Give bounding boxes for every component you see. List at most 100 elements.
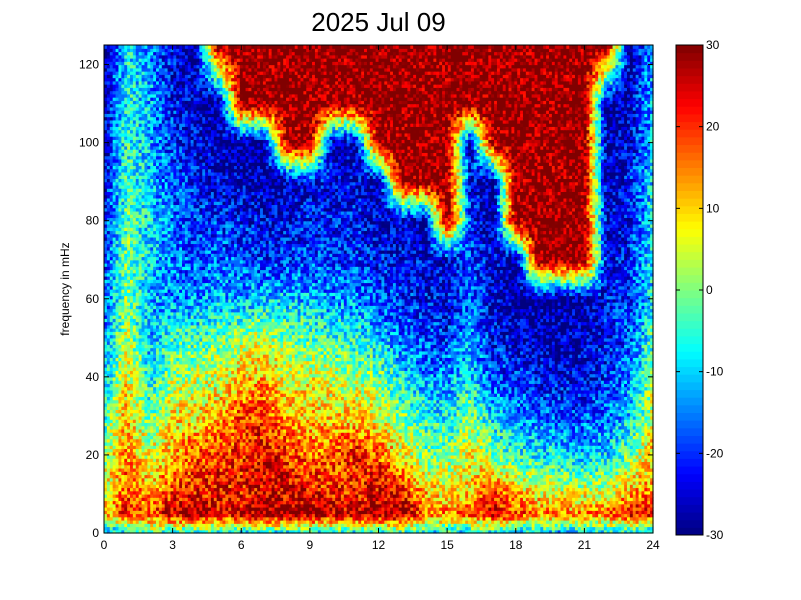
heatmap-cell: [525, 529, 530, 534]
heatmap-cell: [338, 490, 342, 495]
heatmap-cell: [390, 503, 394, 508]
heatmap-cell: [338, 487, 342, 492]
heatmap-cell: [638, 519, 643, 524]
heatmap-cell: [644, 516, 648, 521]
heatmap-cell: [462, 500, 466, 505]
heatmap-cell: [314, 487, 319, 492]
heatmap-cell: [176, 490, 180, 495]
heatmap-cell: [626, 503, 631, 508]
heatmap-cell: [621, 487, 625, 492]
heatmap-cell: [314, 519, 319, 524]
heatmap-cell: [479, 523, 484, 528]
heatmap-cell: [398, 513, 403, 518]
heatmap-cell: [499, 484, 504, 489]
heatmap-cell: [557, 487, 562, 492]
heatmap-cell: [193, 513, 198, 518]
heatmap-cell: [537, 523, 541, 528]
heatmap-cell: [439, 487, 443, 492]
heatmap-cell: [320, 497, 325, 502]
heatmap-cell: [248, 526, 252, 531]
heatmap-cell: [583, 493, 588, 498]
heatmap-cell: [444, 516, 449, 521]
heatmap-cell: [444, 490, 449, 495]
heatmap-cell: [629, 493, 634, 498]
heatmap-cell: [196, 493, 200, 498]
heatmap-cell: [398, 484, 403, 489]
heatmap-cell: [294, 529, 299, 534]
heatmap-cell: [603, 523, 608, 528]
heatmap-cell: [248, 513, 252, 518]
heatmap-cell: [600, 523, 605, 528]
heatmap-cell: [390, 500, 394, 505]
heatmap-cell: [416, 529, 420, 534]
heatmap-cell: [196, 519, 200, 524]
heatmap-cell: [130, 513, 134, 518]
heatmap-cell: [537, 510, 541, 515]
heatmap-cell: [245, 497, 250, 502]
heatmap-cell: [164, 519, 169, 524]
heatmap-cell: [560, 490, 565, 495]
heatmap-cell: [560, 519, 565, 524]
heatmap-cell: [387, 510, 391, 515]
heatmap-cell: [488, 526, 492, 531]
heatmap-cell: [193, 493, 198, 498]
heatmap-cell: [355, 523, 359, 528]
heatmap-cell: [228, 493, 232, 498]
heatmap-cell: [112, 497, 117, 502]
heatmap-cell: [494, 513, 498, 518]
heatmap-cell: [424, 487, 429, 492]
heatmap-cell: [479, 529, 484, 534]
heatmap-cell: [600, 529, 605, 534]
heatmap-cell: [618, 516, 622, 521]
heatmap-cell: [268, 500, 273, 505]
heatmap-cell: [436, 500, 440, 505]
heatmap-cell: [511, 506, 515, 511]
heatmap-cell: [600, 484, 605, 489]
heatmap-cell: [190, 497, 195, 502]
heatmap-cell: [170, 497, 174, 502]
heatmap-cell: [205, 516, 209, 521]
heatmap-cell: [465, 493, 469, 498]
heatmap-cell: [534, 516, 539, 521]
heatmap-cell: [106, 497, 111, 502]
heatmap-cell: [343, 516, 348, 521]
heatmap-cell: [468, 500, 472, 505]
heatmap-cell: [326, 529, 330, 534]
heatmap-cell: [424, 510, 429, 515]
heatmap-cell: [626, 493, 631, 498]
heatmap-cell: [104, 490, 108, 495]
heatmap-cell: [245, 513, 250, 518]
heatmap-cell: [525, 503, 530, 508]
heatmap-cell: [462, 484, 466, 489]
heatmap-cell: [520, 487, 524, 492]
heatmap-cell: [635, 523, 640, 528]
heatmap-cell: [153, 497, 157, 502]
heatmap-cell: [430, 490, 434, 495]
heatmap-cell: [361, 510, 365, 515]
heatmap-cell: [173, 516, 177, 521]
heatmap-cell: [401, 523, 406, 528]
heatmap-cell: [184, 493, 189, 498]
heatmap-cell: [225, 519, 229, 524]
heatmap-cell: [364, 523, 368, 528]
heatmap-cell: [199, 506, 203, 511]
heatmap-cell: [410, 493, 414, 498]
heatmap-cell: [184, 516, 189, 521]
heatmap-cell: [392, 513, 397, 518]
heatmap-cell: [112, 500, 117, 505]
heatmap-cell: [358, 513, 362, 518]
heatmap-cell: [583, 484, 588, 489]
heatmap-cell: [540, 516, 544, 521]
heatmap-cell: [410, 523, 414, 528]
heatmap-cell: [476, 490, 481, 495]
heatmap-cell: [436, 516, 440, 521]
heatmap-cell: [442, 506, 446, 511]
heatmap-cell: [309, 510, 313, 515]
heatmap-cell: [202, 526, 206, 531]
heatmap-cell: [468, 493, 472, 498]
heatmap-cell: [470, 510, 475, 515]
heatmap-cell: [179, 516, 183, 521]
heatmap-cell: [442, 493, 446, 498]
heatmap-cell: [236, 526, 241, 531]
heatmap-cell: [251, 513, 255, 518]
